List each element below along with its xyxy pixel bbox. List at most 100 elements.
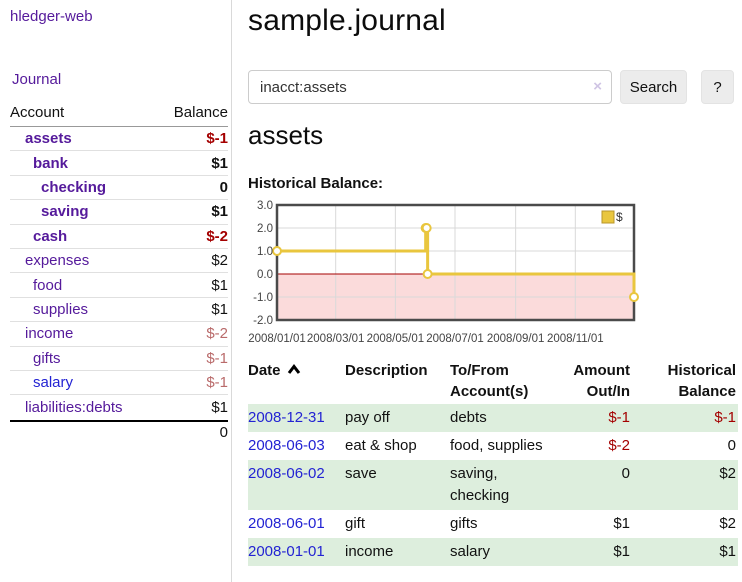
account-link[interactable]: gifts	[33, 349, 61, 367]
search-input[interactable]	[250, 72, 580, 102]
column-header-amount: Amount Out/In	[573, 362, 630, 400]
account-row: income $-2	[10, 322, 228, 347]
app-brand-link[interactable]: hledger-web	[10, 8, 93, 25]
account-row: saving $1	[10, 200, 228, 225]
y-axis-tick-label: 1.0	[257, 246, 273, 258]
account-link[interactable]: bank	[33, 154, 69, 172]
transaction-accounts-cell: salary	[450, 538, 563, 566]
legend-swatch	[601, 210, 615, 224]
x-axis-tick-label: 2008/09/01	[487, 333, 545, 345]
transaction-date-link[interactable]: 2008-06-03	[248, 437, 325, 454]
x-axis-tick-label: 2008/03/01	[307, 333, 365, 345]
account-link[interactable]: income	[25, 325, 74, 343]
x-axis-tick-label: 2008/01/01	[248, 333, 306, 345]
account-link[interactable]: supplies	[33, 300, 89, 318]
account-link[interactable]: checking	[41, 178, 107, 196]
help-button[interactable]: ?	[701, 70, 734, 104]
chart-title: Historical Balance:	[248, 175, 384, 192]
account-balance: $1	[211, 300, 228, 318]
transaction-amount-cell: $-2	[608, 437, 630, 454]
account-row: salary $-1	[10, 371, 228, 396]
account-link[interactable]: salary	[33, 374, 74, 392]
transaction-date-link[interactable]: 2008-12-31	[248, 409, 325, 426]
sort-ascending-icon	[287, 360, 301, 381]
transaction-date-cell: 2008-06-02	[248, 460, 345, 510]
register-table: Date Description To/From Account(s) Amou…	[248, 358, 738, 566]
transaction-date-link[interactable]: 2008-01-01	[248, 543, 325, 560]
account-link[interactable]: liabilities:debts	[25, 398, 123, 416]
table-row: 2008-06-02 save saving, checking 0 $2	[248, 460, 738, 510]
transaction-description-cell: eat & shop	[345, 437, 417, 454]
account-balance: $1	[211, 154, 228, 172]
account-link[interactable]: saving	[41, 203, 89, 221]
transaction-accounts-cell: gifts	[450, 515, 478, 532]
x-axis-tick-label: 2008/07/01	[426, 333, 484, 345]
account-link[interactable]: cash	[33, 227, 68, 245]
column-header-description: Description	[345, 362, 428, 379]
balance-column-header: Balance	[173, 104, 228, 121]
column-header-date[interactable]: Date	[248, 358, 345, 404]
clear-search-icon[interactable]: ×	[593, 78, 602, 95]
account-balance: 0	[219, 178, 228, 196]
account-column-header: Account	[10, 104, 65, 121]
main-content: sample.journal × Search ? assets Histori…	[248, 0, 738, 566]
table-row: 2008-01-01 income salary $1 $1	[248, 538, 738, 566]
transaction-balance-cell: $2	[719, 515, 736, 532]
data-point-marker	[422, 269, 433, 279]
page-title: sample.journal	[248, 4, 446, 37]
y-axis-tick-label: 3.0	[257, 200, 273, 212]
transaction-balance-cell: $2	[638, 460, 738, 510]
y-axis-tick-label: -1.0	[253, 292, 273, 304]
account-balance: $2	[211, 252, 228, 270]
x-axis-tick-label: 2008/05/01	[367, 333, 425, 345]
account-balance: $-1	[206, 130, 228, 148]
historical-balance-chart: $3.0 2.0 1.0 0.0 -1.0 -2.0 2008/01/01 2008/03/0…	[248, 200, 723, 350]
transaction-date-link[interactable]: 2008-06-01	[248, 515, 325, 532]
account-balance: $1	[211, 398, 228, 416]
transaction-balance-cell: 0	[727, 437, 736, 454]
legend-label: $	[616, 210, 623, 224]
table-row: 2008-06-03 eat & shop food, supplies $-2 0	[248, 432, 738, 460]
transaction-amount-cell: $-1	[563, 404, 638, 432]
table-row: 2008-12-31 pay off debts $-1 $-1	[248, 404, 738, 432]
accounts-total-value: 0	[219, 424, 228, 442]
transaction-amount-cell: 0	[563, 460, 638, 510]
account-row: checking 0	[10, 176, 228, 201]
sidebar-item-journal[interactable]: Journal	[12, 71, 62, 88]
account-balance: $-1	[206, 349, 228, 367]
y-axis-tick-label: -2.0	[253, 315, 273, 327]
accounts-header: Account Balance	[10, 102, 228, 127]
account-row: gifts $-1	[10, 347, 228, 371]
account-balance: $-2	[206, 227, 228, 245]
account-link[interactable]: food	[33, 276, 63, 294]
column-header-accounts: To/From Account(s)	[450, 362, 529, 400]
transaction-date-link[interactable]: 2008-06-02	[248, 465, 325, 482]
transaction-balance-cell: $1	[638, 538, 738, 566]
account-balance: $1	[211, 203, 228, 221]
transaction-date-cell: 2008-01-01	[248, 538, 345, 566]
account-row: food $1	[10, 273, 228, 298]
chart-svg: $3.0 2.0 1.0 0.0 -1.0 -2.0 2008/01/01 2008/03/0…	[248, 200, 639, 345]
accounts-panel: Account Balance assets $-1 bank $1 checking 0…	[10, 102, 228, 444]
transaction-balance-cell: $-1	[638, 404, 738, 432]
x-axis-tick-label: 2008/11/01	[547, 333, 604, 345]
transaction-accounts-cell: food, supplies	[450, 437, 543, 454]
transaction-accounts-cell: debts	[450, 404, 563, 432]
search-button[interactable]: Search	[620, 70, 687, 104]
account-link[interactable]: expenses	[25, 252, 90, 270]
sidebar: hledger-web Journal Account Balance asse…	[0, 0, 232, 582]
register-account-heading: assets	[248, 120, 324, 150]
account-row: liabilities:debts $1	[10, 395, 228, 419]
table-row: 2008-06-01 gift gifts $1 $2	[248, 510, 738, 538]
search-bar: × Search ?	[248, 70, 738, 104]
plot-border	[275, 203, 636, 322]
transaction-amount-cell: $1	[563, 538, 638, 566]
account-row: expenses $2	[10, 249, 228, 274]
account-link[interactable]: assets	[25, 130, 72, 148]
transaction-accounts-cell: saving, checking	[450, 460, 563, 510]
y-axis-tick-label: 2.0	[257, 223, 273, 235]
transaction-date-cell: 2008-12-31	[248, 404, 345, 432]
transaction-date-cell: 2008-06-03	[248, 432, 345, 460]
transaction-amount-cell: $1	[613, 515, 630, 532]
transaction-description-cell: save	[345, 460, 450, 510]
